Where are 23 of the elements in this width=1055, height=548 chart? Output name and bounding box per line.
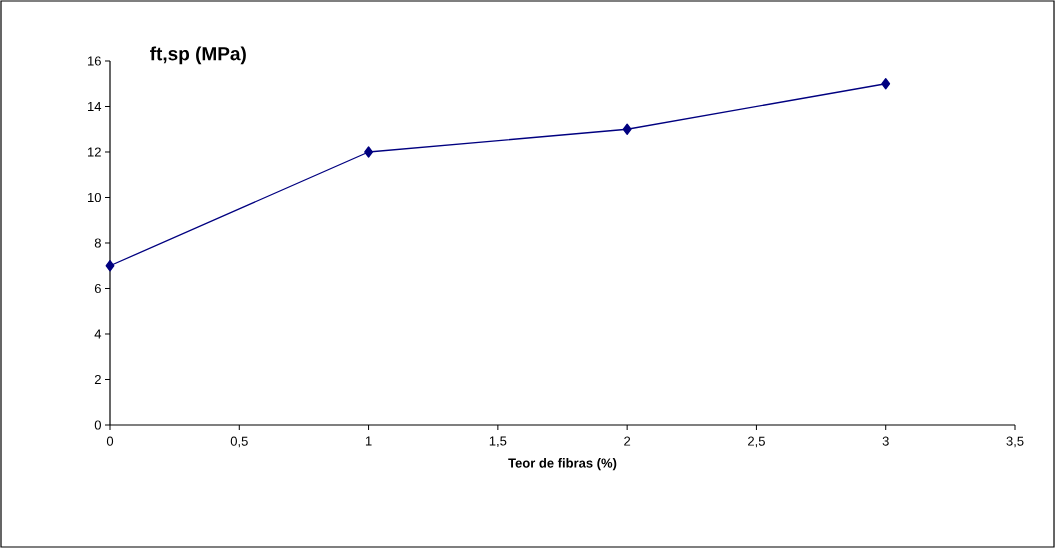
x-tick-label: 2,5 (748, 436, 765, 448)
y-tick-label: 2 (94, 374, 101, 385)
point (364, 146, 373, 158)
point (105, 260, 115, 272)
y-tick-label: 12 (88, 147, 101, 157)
x-axis-title: Teor de fibras (%) (508, 458, 617, 471)
y-tick-label: 10 (88, 192, 101, 203)
y-tick-label: 0 (94, 420, 101, 430)
x-tick-label: 0,5 (230, 436, 248, 448)
x-tick-label: 2 (624, 436, 631, 446)
x-tick-label: 1 (365, 436, 372, 446)
y-tick-label: 14 (88, 102, 102, 111)
x-tick-label: 0 (106, 436, 114, 446)
x-tick-label: 3 (882, 436, 889, 446)
y-tick-label: 6 (94, 283, 101, 294)
y-tick-label: 8 (94, 238, 101, 248)
x-tick-label: 3,5 (1006, 436, 1024, 448)
point (622, 123, 632, 135)
chart-title: ft,sp (MPa) (150, 46, 246, 65)
y-tick-label: 16 (88, 56, 101, 66)
x-tick-label: 1,5 (489, 436, 507, 448)
y-tick-label: 4 (94, 329, 102, 339)
point (881, 78, 891, 90)
